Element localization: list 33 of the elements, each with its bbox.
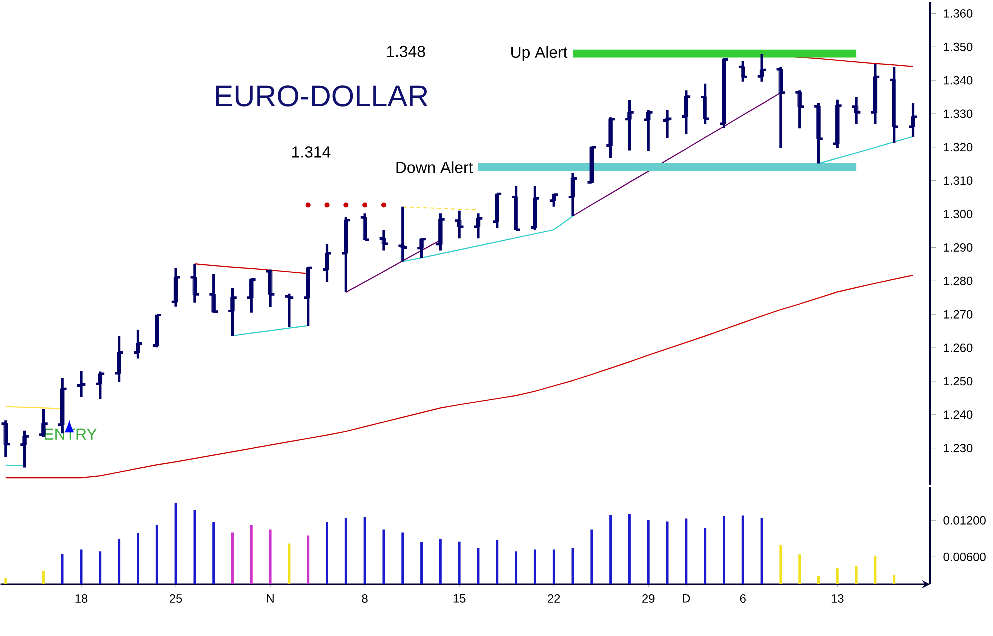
x-tick-label: 15 xyxy=(454,594,466,603)
x-tick-label: 18 xyxy=(76,594,88,603)
x-tick-label: 25 xyxy=(170,594,182,603)
y-tick-label: 1.290 xyxy=(944,243,973,252)
y-tick-label: 1.300 xyxy=(944,210,973,218)
y-tick-label: 1.280 xyxy=(944,276,973,286)
y-tick-label: 1.240 xyxy=(944,410,973,420)
y-tick-label: 1.310 xyxy=(944,176,973,185)
x-tick-label: 22 xyxy=(548,594,560,603)
x-tick-label: 13 xyxy=(832,594,844,603)
text: EURO-DOLLAR xyxy=(216,86,428,107)
y-tick-label: 1.250 xyxy=(944,377,973,386)
y-tick-label: 1.330 xyxy=(944,110,973,118)
y-tick-label: 1.260 xyxy=(944,344,973,352)
x-tick-label: 29 xyxy=(642,594,655,603)
x-tick-label: N xyxy=(267,594,274,603)
y-tick-label: 0.00600 xyxy=(944,552,986,562)
annotation: 1.314 xyxy=(292,146,331,158)
x-tick-label: D xyxy=(683,594,690,603)
x-tick-label: 6 xyxy=(740,594,746,603)
series-label: Up Alert xyxy=(512,46,568,62)
y-tick-label: 1.340 xyxy=(944,76,973,85)
annotation: 1.348 xyxy=(387,46,426,58)
y-tick-label: 1.360 xyxy=(944,9,973,18)
y-tick-label: 1.270 xyxy=(944,310,973,319)
line-series xyxy=(232,325,309,336)
line-series xyxy=(818,136,914,164)
series-label: Down Alert xyxy=(396,162,474,174)
x-tick-label: 8 xyxy=(362,594,368,603)
y-tick-label: 1.230 xyxy=(944,444,973,452)
y-tick-label: 1.320 xyxy=(944,143,973,152)
y-tick-label: 0.01200 xyxy=(944,516,986,525)
y-tick-label: 1.350 xyxy=(944,42,973,52)
